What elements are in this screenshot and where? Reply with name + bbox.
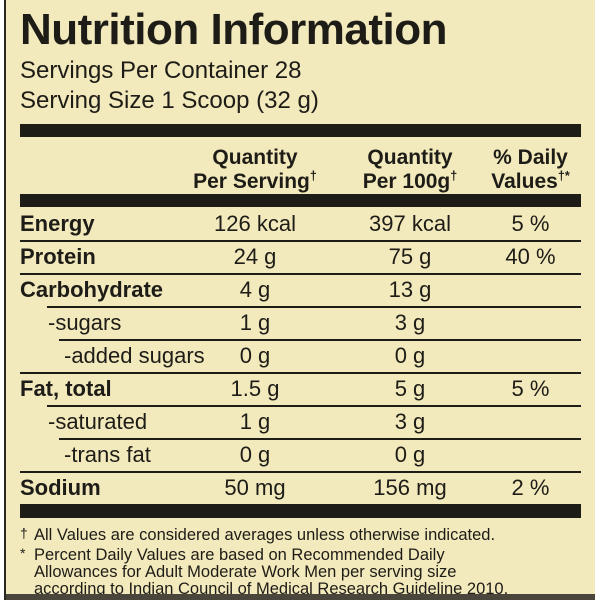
quantity-per-100g-value: 13 g [388,276,432,302]
row-separator [20,471,581,473]
quantity-per-100g-value: 5 g [394,375,426,401]
table-row: Energy 126 kcal 397 kcal 5 % [20,207,581,240]
separator-bar-header [20,194,581,207]
table-row: Sodium 50 mg 156 mg 2 % [20,471,581,504]
column-header: Quantity Per 100g† [362,146,458,193]
nutrient-name: Sodium [20,474,101,500]
nutrition-label: Nutrition Information Servings Per Conta… [4,0,595,600]
nutrient-name: Carbohydrate [20,276,164,302]
nutrient-name: Fat, total [20,375,112,401]
column-header: % Daily Values†* [491,146,570,193]
row-separator [20,372,581,374]
nutrient-name: Protein [20,243,96,269]
row-separator [59,339,581,341]
table-row: Carbohydrate 4 g 13 g [20,273,581,306]
daily-value: 5 % [511,375,550,401]
nutrient-name: -sugars [48,309,122,335]
row-separator [20,273,581,275]
table-row: -trans fat 0 g 0 g [20,438,581,471]
quantity-per-100g-value: 75 g [388,243,432,269]
footnote-text: All Values are considered averages unles… [34,526,496,544]
nutrient-name: -trans fat [64,441,151,467]
footnote-marker: * [20,545,26,561]
quantity-per-serving-value: 4 g [239,276,271,302]
nutrient-name: -saturated [48,408,148,434]
daily-value: 2 % [511,474,550,500]
nutrient-name: -added sugars [64,342,205,368]
table-row: Protein 24 g 75 g 40 % [20,240,581,273]
column-header-spacer [20,146,170,194]
table-header-row: Quantity Per Serving† Quantity Per 100g† % D… [20,137,581,194]
footnote-text: Percent Daily Values are based on Recomm… [34,546,509,598]
servings-per-container: Servings Per Container 28 [20,57,302,84]
quantity-per-100g-value: 3 g [394,408,426,434]
quantity-per-serving-value: 1.5 g [230,375,280,401]
row-separator [59,438,581,440]
table-row: -added sugars 0 g 0 g [20,339,581,372]
nutrient-name: Energy [20,210,95,236]
quantity-per-100g-value: 0 g [394,342,426,368]
quantity-per-100g-value: 3 g [394,309,426,335]
row-separator [47,306,581,308]
daily-value: 40 % [505,243,556,269]
quantity-per-serving-value: 0 g [239,441,271,467]
footnote: † All Values are considered averages unle… [20,525,581,544]
table-row: -sugars 1 g 3 g [20,306,581,339]
footnotes: † All Values are considered averages unle… [20,525,581,598]
quantity-per-serving-value: 1 g [239,309,271,335]
separator-bar-top [20,124,581,137]
table-row: -saturated 1 g 3 g [20,405,581,438]
label-title: Nutrition Information [20,5,448,54]
quantity-per-serving-value: 24 g [233,243,277,269]
row-separator [47,405,581,407]
quantity-per-serving-value: 126 kcal [214,210,296,236]
nutrition-table-body: Energy 126 kcal 397 kcal 5 % Protein 24 g 75 g… [20,207,581,504]
footnote: * Percent Daily Values are based on Recom… [20,545,581,598]
bottom-edge-bar [6,594,595,600]
quantity-per-serving-value: 1 g [239,408,271,434]
column-header: Quantity Per Serving† [193,146,317,193]
daily-value: 5 % [511,210,550,236]
separator-bar-bottom [20,504,581,518]
quantity-per-100g-value: 397 kcal [369,210,451,236]
table-row: Fat, total 1.5 g 5 g 5 % [20,372,581,405]
row-separator [20,240,581,242]
footnote-marker: † [20,525,28,541]
quantity-per-serving-value: 0 g [239,342,271,368]
serving-size: Serving Size 1 Scoop (32 g) [20,87,319,114]
quantity-per-100g-value: 0 g [394,441,426,467]
quantity-per-100g-value: 156 mg [373,474,447,500]
quantity-per-serving-value: 50 mg [224,474,286,500]
